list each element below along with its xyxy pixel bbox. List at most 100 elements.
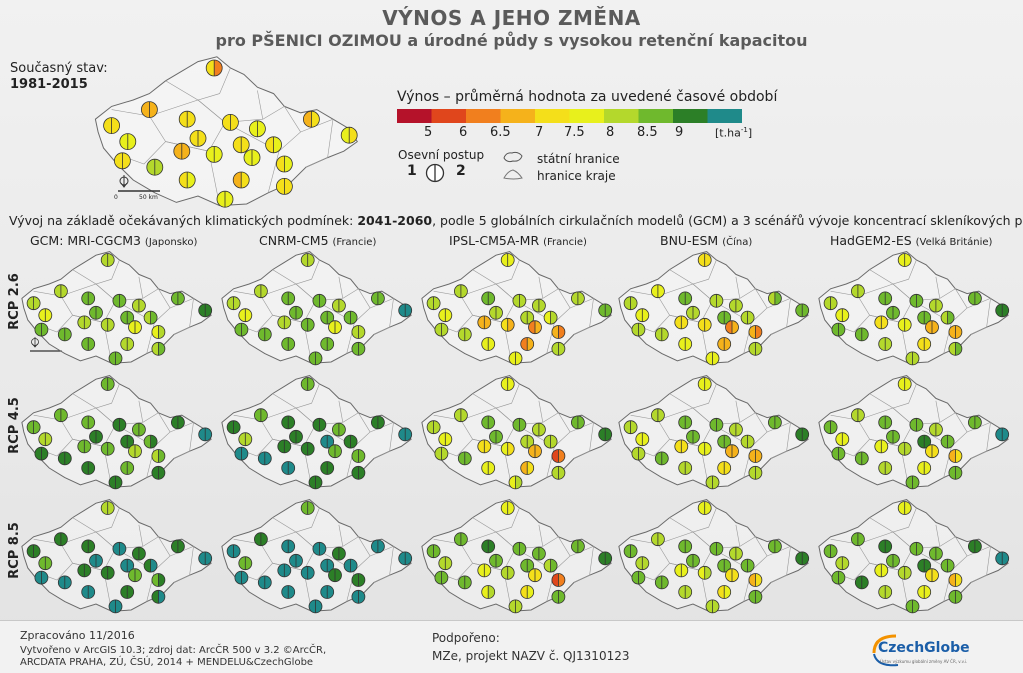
district-yield-marker bbox=[332, 546, 346, 561]
district-yield-marker bbox=[370, 415, 385, 430]
district-yield-marker bbox=[434, 322, 449, 337]
district-yield-marker bbox=[108, 599, 123, 614]
district-yield-marker bbox=[678, 461, 693, 475]
district-yield-marker bbox=[948, 341, 963, 356]
district-yield-marker bbox=[257, 575, 272, 590]
district-yield-marker bbox=[189, 130, 207, 147]
district-yield-marker bbox=[500, 317, 515, 332]
tick-label: 6.5 bbox=[490, 125, 511, 140]
district-yield-marker bbox=[438, 556, 453, 571]
future-description: Vývoj na základě očekávaných klimatickýc… bbox=[9, 213, 1023, 228]
region-border bbox=[142, 536, 171, 571]
district-yield-marker bbox=[489, 305, 503, 320]
district-yield-marker bbox=[77, 315, 92, 330]
region-border bbox=[939, 288, 968, 323]
district-yield-marker bbox=[500, 377, 515, 391]
region-border bbox=[939, 412, 968, 447]
district-yield-marker bbox=[198, 551, 213, 566]
region-border bbox=[472, 507, 520, 533]
district-yield-marker bbox=[532, 422, 546, 437]
district-yield-marker bbox=[686, 553, 700, 568]
district-yield-marker bbox=[767, 539, 782, 554]
tick-label: 5 bbox=[424, 125, 433, 140]
page-subtitle: pro PŠENICI OZIMOU a úrodné půdy s vysok… bbox=[215, 31, 808, 50]
district-yield-marker bbox=[120, 434, 135, 449]
district-yield-marker bbox=[948, 573, 963, 587]
district-yield-marker bbox=[886, 553, 900, 568]
district-yield-marker bbox=[332, 298, 346, 313]
district-yield-marker bbox=[917, 558, 932, 573]
district-yield-marker bbox=[897, 253, 912, 267]
unit-label: [t.ha-1] bbox=[715, 126, 752, 140]
district-yield-marker bbox=[370, 291, 385, 306]
state-border bbox=[21, 375, 212, 488]
district-yield-marker bbox=[77, 563, 92, 578]
logo-subtext: Ústav výzkumu globální změny AV ČR, v.v.… bbox=[880, 659, 968, 664]
current-period: 1981-2015 bbox=[10, 77, 88, 92]
district-yield-marker bbox=[709, 293, 724, 308]
scenario-map bbox=[618, 251, 810, 366]
region-border bbox=[165, 67, 231, 101]
legend-ticks: 5 6 6.5 7 7.5 8 8.5 9 [t.ha-1] bbox=[397, 125, 757, 141]
district-yield-marker bbox=[623, 544, 638, 559]
district-yield-marker bbox=[697, 441, 712, 456]
district-yield-marker bbox=[823, 296, 838, 311]
district-yield-marker bbox=[281, 337, 296, 351]
district-yield-marker bbox=[697, 565, 712, 580]
current-state-label: Současný stav: bbox=[10, 61, 108, 76]
district-yield-marker bbox=[277, 315, 292, 330]
district-yield-marker bbox=[243, 149, 261, 166]
district-yield-marker bbox=[532, 546, 546, 561]
district-yield-marker bbox=[434, 446, 449, 461]
region-border bbox=[142, 412, 171, 447]
district-yield-marker bbox=[725, 444, 739, 459]
district-yield-marker bbox=[717, 558, 732, 573]
district-yield-marker bbox=[146, 158, 164, 176]
district-yield-marker bbox=[551, 341, 566, 356]
district-yield-marker bbox=[221, 114, 239, 131]
district-yield-marker bbox=[81, 415, 96, 430]
district-yield-marker bbox=[929, 546, 943, 561]
district-yield-marker bbox=[512, 293, 527, 308]
region-border bbox=[830, 414, 870, 457]
district-yield-marker bbox=[948, 449, 963, 463]
district-yield-marker bbox=[748, 573, 763, 587]
gcm-name: GCM: MRI-CGCM3 bbox=[30, 233, 141, 248]
state-border bbox=[818, 499, 1009, 612]
tick-label: 7 bbox=[535, 125, 544, 140]
gcm-country: (Francie) bbox=[332, 237, 377, 248]
district-yield-marker bbox=[254, 408, 268, 423]
footer: Zpracováno 11/2016 Vytvořeno v ArcGIS 10… bbox=[0, 620, 1023, 673]
district-yield-marker bbox=[132, 422, 146, 437]
region-border bbox=[342, 288, 371, 323]
district-yield-marker bbox=[654, 451, 669, 466]
district-yield-marker bbox=[508, 599, 523, 614]
gcm-country: (Čína) bbox=[722, 237, 753, 248]
district-yield-marker bbox=[897, 565, 912, 580]
district-yield-marker bbox=[302, 110, 320, 128]
district-yield-marker bbox=[795, 551, 810, 566]
district-yield-marker bbox=[967, 539, 982, 554]
district-yield-marker bbox=[434, 570, 449, 585]
region-border bbox=[142, 288, 171, 323]
district-yield-marker bbox=[120, 310, 135, 325]
district-yield-marker bbox=[520, 558, 535, 573]
district-yield-marker bbox=[300, 317, 315, 332]
district-yield-marker bbox=[678, 539, 693, 554]
legend-color-swatch bbox=[397, 109, 432, 123]
legend-color-swatch bbox=[707, 109, 742, 123]
district-yield-marker bbox=[205, 146, 223, 163]
created-info-1: Vytvořeno v ArcGIS 10.3; zdroj dat: ArcČ… bbox=[20, 645, 327, 656]
district-yield-marker bbox=[277, 563, 292, 578]
gcm-country: (Francie) bbox=[543, 237, 587, 248]
district-yield-marker bbox=[143, 310, 158, 325]
district-yield-marker bbox=[678, 585, 693, 599]
district-yield-marker bbox=[697, 377, 712, 391]
district-yield-marker bbox=[132, 298, 146, 313]
scenario-map bbox=[618, 375, 810, 490]
district-yield-marker bbox=[917, 434, 932, 449]
district-yield-marker bbox=[598, 551, 613, 566]
district-yield-marker bbox=[34, 322, 49, 337]
district-yield-marker bbox=[489, 553, 503, 568]
